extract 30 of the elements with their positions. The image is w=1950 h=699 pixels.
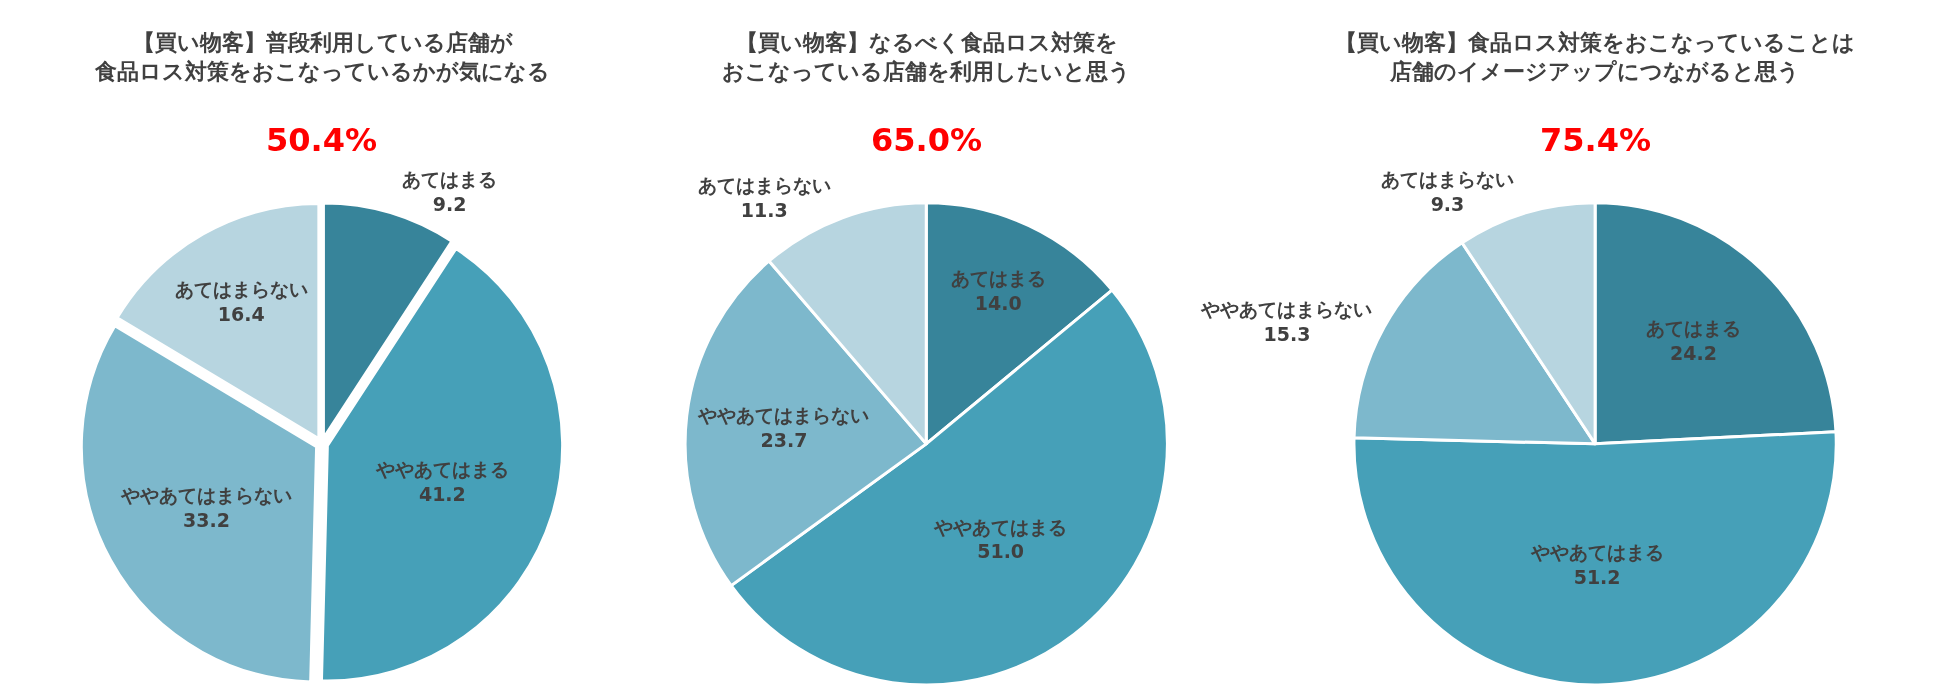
slice-label: ややあてはまる — [374, 457, 509, 480]
data-label: 9.3 — [1430, 192, 1465, 215]
slice-label: あてはまる — [402, 167, 498, 190]
slice-label: あてはまる — [1645, 317, 1741, 340]
slice-label: ややあてはまらない — [697, 403, 870, 426]
data-label: 24.2 — [1670, 341, 1717, 364]
data-label: 9.2 — [432, 192, 467, 215]
slice-label: あてはまらない — [697, 173, 831, 196]
chart-title: 【買い物客】食品ロス対策をおこなっていることは店舗のイメージアップにつながると思う — [1335, 30, 1855, 84]
data-label: 51.2 — [1573, 565, 1621, 588]
data-label: 33.2 — [183, 508, 230, 531]
slice-label: あてはまらない — [1380, 168, 1514, 191]
slice-label: あてはまらない — [174, 278, 308, 301]
chart-subtitle: 50.4% — [266, 121, 378, 159]
chart-subtitle: 75.4% — [1540, 121, 1652, 159]
slice-label: ややあてはまらない — [1200, 298, 1373, 321]
slice-label: ややあてはまらない — [119, 484, 292, 507]
slice-label: ややあてはまる — [933, 515, 1068, 538]
data-label: 14.0 — [974, 292, 1022, 315]
chart-title: 【買い物客】普段利用している店舗が食品ロス対策をおこなっているかが気になる — [94, 30, 550, 84]
data-label: 11.3 — [740, 198, 788, 221]
data-label: 51.0 — [977, 540, 1025, 563]
data-label: 16.4 — [217, 302, 265, 325]
data-label: 41.2 — [418, 482, 466, 505]
slice-label: ややあてはまる — [1529, 541, 1664, 564]
chart-title: 【買い物客】なるべく食品ロス対策をおこなっている店舗を利用したいと思う — [722, 30, 1131, 84]
data-label: 15.3 — [1263, 322, 1311, 345]
chart-subtitle: 65.0% — [871, 121, 983, 159]
slice-label: あてはまる — [950, 267, 1046, 290]
data-label: 23.7 — [760, 428, 808, 451]
